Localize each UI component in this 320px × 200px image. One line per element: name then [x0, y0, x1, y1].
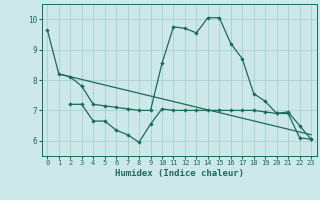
X-axis label: Humidex (Indice chaleur): Humidex (Indice chaleur)	[115, 169, 244, 178]
